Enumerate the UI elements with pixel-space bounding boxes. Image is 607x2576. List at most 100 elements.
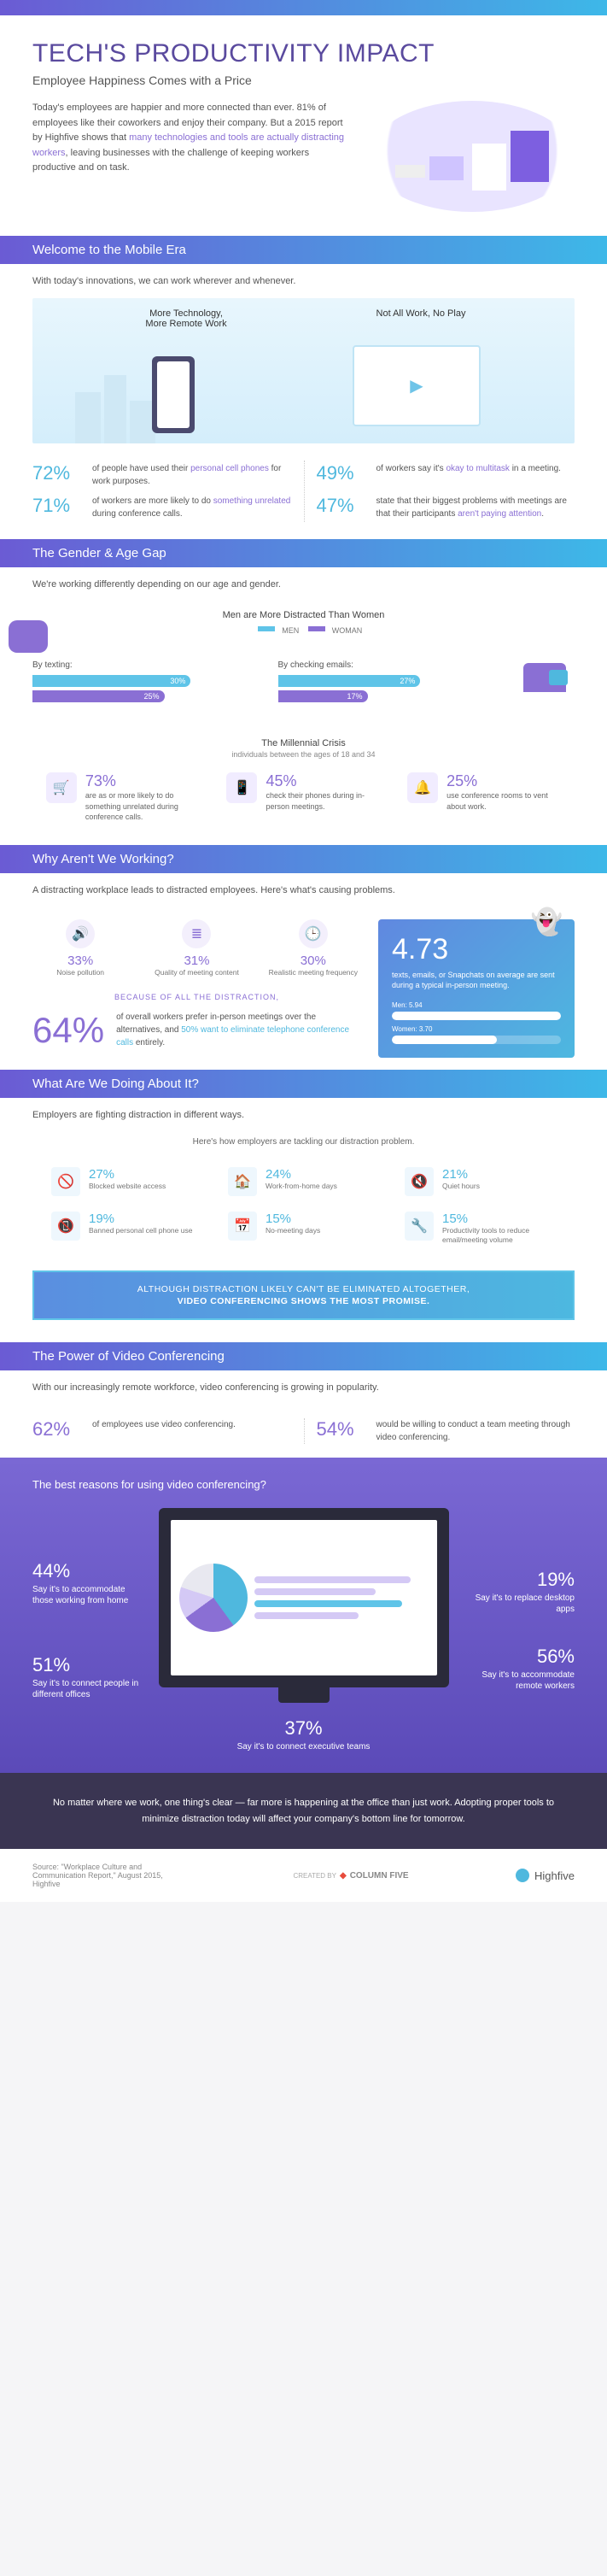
- bar-men: 30%: [32, 675, 190, 687]
- stat-item: 47% state that their biggest problems wi…: [317, 495, 575, 520]
- employer-tactic: 📵 19% Banned personal cell phone use: [51, 1212, 202, 1245]
- stat-item: 49% of workers say it's okay to multitas…: [317, 462, 575, 488]
- employer-tactic: 🔧 15% Productivity tools to reduce email…: [405, 1212, 556, 1245]
- tactic-icon: 🚫: [51, 1167, 80, 1196]
- mobile-stats-grid: 72% of people have used their personal c…: [0, 443, 607, 539]
- vc-reason-pct: 19%: [464, 1568, 575, 1593]
- gender-bar-charts: By texting: 30% 25% By checking emails: …: [0, 646, 607, 723]
- big-stat-text: of overall workers prefer in-person meet…: [116, 1011, 361, 1049]
- vc-text: would be willing to conduct a team meeti…: [376, 1418, 575, 1444]
- highfive-logo: Highfive: [516, 1869, 575, 1882]
- cause-text: Realistic meeting frequency: [266, 968, 361, 977]
- tri-stat: 🛒 73% are as or more likely to do someth…: [46, 772, 200, 823]
- doing-head: Here's how employers are tackling our di…: [0, 1132, 607, 1155]
- vc-stat: 54% would be willing to conduct a team m…: [317, 1418, 575, 1444]
- page-title: TECH'S PRODUCTIVITY IMPACT: [32, 39, 575, 68]
- tactic-icon: 🔧: [405, 1212, 434, 1241]
- vc-reason-pct: 56%: [464, 1645, 575, 1669]
- tri-icon: 🔔: [407, 772, 438, 803]
- phone-icon: [152, 356, 195, 433]
- vc-pct: 62%: [32, 1418, 84, 1441]
- cause-text: Noise pollution: [32, 968, 128, 977]
- stat-text: of people have used their personal cell …: [92, 462, 291, 488]
- gender-chart-title: Men are More Distracted Than Women: [0, 610, 607, 620]
- cause-item: 🕒 30% Realistic meeting frequency: [266, 919, 361, 977]
- tactic-pct: 15%: [442, 1212, 556, 1226]
- tactic-icon: 📅: [228, 1212, 257, 1241]
- tactic-pct: 24%: [266, 1167, 337, 1182]
- cause-list: 🔊 33% Noise pollution ≣ 31% Quality of m…: [32, 919, 361, 977]
- created-by: CREATED BY: [293, 1872, 336, 1880]
- cause-pct: 31%: [149, 954, 244, 968]
- intro-paragraph: Today's employees are happier and more c…: [32, 101, 353, 176]
- footer-message: No matter where we work, one thing's cle…: [0, 1773, 607, 1849]
- employer-tactics-grid: 🚫 27% Blocked website access 🏠 24% Work-…: [0, 1155, 607, 1264]
- source-text: Source: "Workplace Culture and Communica…: [32, 1863, 186, 1888]
- stat-text: state that their biggest problems with m…: [376, 495, 575, 520]
- callout-box: ALTHOUGH DISTRACTION LIKELY CAN'T BE ELI…: [32, 1270, 575, 1320]
- stat-pct: 72%: [32, 462, 84, 484]
- tactic-text: Productivity tools to reduce email/meeti…: [442, 1226, 556, 1245]
- vc-reason-text: Say it's to connect executive teams: [237, 1742, 371, 1752]
- vc-reasons-title: The best reasons for using video confere…: [32, 1478, 575, 1491]
- hero-illustration: [370, 101, 575, 212]
- tactic-pct: 21%: [442, 1167, 480, 1182]
- bar-women: 25%: [32, 690, 165, 702]
- chart-label: By texting:: [32, 660, 253, 670]
- mobile-intro: With today's innovations, we can work wh…: [0, 264, 607, 298]
- video-player-icon: [353, 345, 481, 426]
- tri-pct: 73%: [85, 772, 200, 790]
- tri-icon: 🛒: [46, 772, 77, 803]
- tactic-icon: 🔇: [405, 1167, 434, 1196]
- vc-reason-pct: 44%: [32, 1559, 143, 1584]
- vc-reason-stat: 51% Say it's to connect people in differ…: [32, 1653, 143, 1700]
- stat-item: 72% of people have used their personal c…: [32, 462, 291, 488]
- legend-women: WOMAN: [332, 626, 349, 631]
- texting-chart: By texting: 30% 25%: [32, 660, 253, 706]
- tri-stat: 🔔 25% use conference rooms to vent about…: [407, 772, 561, 823]
- stat-item: 71% of workers are more likely to do som…: [32, 495, 291, 520]
- employer-tactic: 🏠 24% Work-from-home days: [228, 1167, 379, 1196]
- tri-text: are as or more likely to do something un…: [85, 790, 200, 823]
- scene-label-left: More Technology, More Remote Work: [101, 308, 271, 329]
- big-stat: 64% of overall workers prefer in-person …: [32, 1010, 361, 1051]
- bar-value: 30%: [170, 677, 185, 685]
- email-chart: By checking emails: 27% 17%: [278, 660, 499, 706]
- vc-reason-text: Say it's to replace desktop apps: [476, 1593, 575, 1614]
- cause-item: ≣ 31% Quality of meeting content: [149, 919, 244, 977]
- tactic-pct: 15%: [266, 1212, 320, 1226]
- women-bar: [392, 1036, 561, 1044]
- monitor-screen: [171, 1520, 437, 1675]
- why-left-column: 🔊 33% Noise pollution ≣ 31% Quality of m…: [32, 919, 361, 1058]
- section-band-power: The Power of Video Conferencing: [0, 1342, 607, 1370]
- vc-two-stats: 62% of employees use video conferencing.…: [0, 1405, 607, 1458]
- snapchat-icon: 👻: [531, 907, 563, 937]
- millennial-title: The Millennial Crisis: [0, 738, 607, 748]
- tri-icon: 📱: [226, 772, 257, 803]
- tri-stat: 📱 45% check their phones during in-perso…: [226, 772, 380, 823]
- gender-legend: MEN WOMAN: [0, 624, 607, 632]
- vc-reason-pct: 37%: [193, 1716, 415, 1741]
- column-five-logo: CREATED BY ◆ COLUMN FIVE: [293, 1871, 408, 1881]
- section-band-why: Why Aren't We Working?: [0, 845, 607, 873]
- cause-pct: 33%: [32, 954, 128, 968]
- men-bar: [392, 1012, 561, 1020]
- vc-stat: 62% of employees use video conferencing.: [32, 1418, 291, 1444]
- callout-line-b: VIDEO CONFERENCING SHOWS THE MOST PROMIS…: [46, 1296, 561, 1306]
- why-right-card: 👻 4.73 texts, emails, or Snapchats on av…: [378, 919, 575, 1058]
- vc-reason-pct: 51%: [32, 1653, 143, 1678]
- callout-line-a: ALTHOUGH DISTRACTION LIKELY CAN'T BE ELI…: [137, 1284, 470, 1294]
- cf-name: COLUMN FIVE: [350, 1871, 409, 1881]
- cause-pct: 30%: [266, 954, 361, 968]
- why-intro: A distracting workplace leads to distrac…: [0, 873, 607, 907]
- why-content: 🔊 33% Noise pollution ≣ 31% Quality of m…: [0, 907, 607, 1070]
- bar-men: 27%: [278, 675, 421, 687]
- tactic-icon: 📵: [51, 1212, 80, 1241]
- avg-text: texts, emails, or Snapchats on average a…: [392, 970, 561, 991]
- vc-reason-stat: 19% Say it's to replace desktop apps: [464, 1568, 575, 1615]
- vc-diagram: 44% Say it's to accommodate those workin…: [32, 1508, 575, 1747]
- divider-label: BECAUSE OF ALL THE DISTRACTION,: [32, 993, 361, 1001]
- avg-number: 4.73: [392, 933, 561, 966]
- vc-text: of employees use video conferencing.: [92, 1418, 236, 1431]
- bar-value: 25%: [143, 692, 159, 701]
